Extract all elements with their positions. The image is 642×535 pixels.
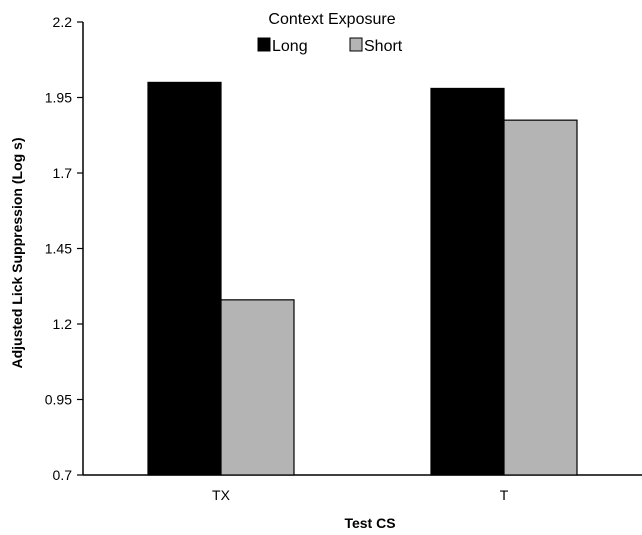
x-axis-ticks: TX T: [212, 487, 509, 503]
x-axis-title: Test CS: [344, 515, 395, 531]
y-tick-label: 0.7: [53, 467, 73, 483]
bar-short-tx: [220, 299, 295, 476]
legend-swatch-short: [349, 37, 363, 52]
x-tick-label: T: [500, 487, 509, 503]
y-axis-ticks: 0.7 0.95 1.2 1.45 1.7 1.95 2.2: [45, 14, 83, 483]
legend-title: Context Exposure: [268, 11, 395, 28]
bar-long-tx: [147, 81, 222, 476]
legend-label-long: Long: [272, 38, 308, 55]
bar-long-t: [430, 87, 505, 476]
y-axis-title: Adjusted Lick Suppression (Log s): [9, 137, 25, 368]
bar-short-t: [503, 119, 578, 476]
bars: [147, 81, 578, 476]
plot-area: 0.7 0.95 1.2 1.45 1.7 1.95 2.2 TX T: [45, 14, 642, 503]
x-tick-label: TX: [212, 487, 231, 503]
y-tick-label: 1.95: [45, 90, 72, 106]
y-tick-label: 1.2: [53, 316, 73, 332]
legend: Context Exposure Long Short: [257, 11, 403, 55]
y-tick-label: 2.2: [53, 14, 73, 30]
legend-swatch-long: [257, 37, 271, 52]
y-tick-label: 0.95: [45, 392, 72, 408]
y-tick-label: 1.7: [53, 165, 73, 181]
legend-label-short: Short: [364, 38, 403, 55]
y-tick-label: 1.45: [45, 241, 72, 257]
